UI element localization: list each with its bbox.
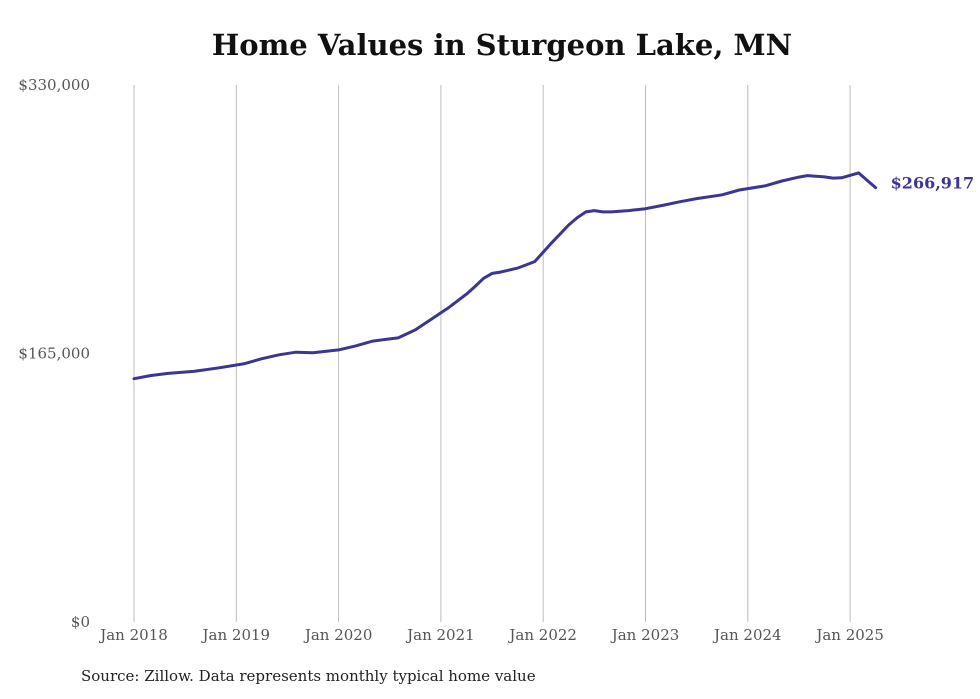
x-tick-label: Jan 2025	[814, 626, 884, 644]
x-tick-label: Jan 2024	[712, 626, 782, 644]
gridlines	[133, 85, 851, 622]
x-tick-label: Jan 2021	[405, 626, 475, 644]
y-tick-label: $0	[71, 613, 90, 631]
y-tick-label: $165,000	[18, 345, 90, 363]
chart-title: Home Values in Sturgeon Lake, MN	[211, 28, 793, 62]
y-tick-label: $330,000	[18, 76, 90, 94]
x-tick-label: Jan 2018	[98, 626, 168, 644]
series-layer: $266,917	[132, 171, 975, 381]
end-value-label: $266,917	[891, 174, 975, 193]
x-tick-label: Jan 2022	[507, 626, 577, 644]
x-tick-label: Jan 2020	[303, 626, 373, 644]
y-axis-ticks: $0 $165,000 $330,000	[18, 76, 90, 631]
x-tick-label: Jan 2023	[610, 626, 680, 644]
source-note: Source: Zillow. Data represents monthly …	[81, 667, 536, 685]
x-axis-ticks: Jan 2018 Jan 2019 Jan 2020 Jan 2021 Jan 2022…	[98, 626, 884, 644]
x-tick-label: Jan 2019	[201, 626, 271, 644]
series-line	[132, 171, 878, 381]
